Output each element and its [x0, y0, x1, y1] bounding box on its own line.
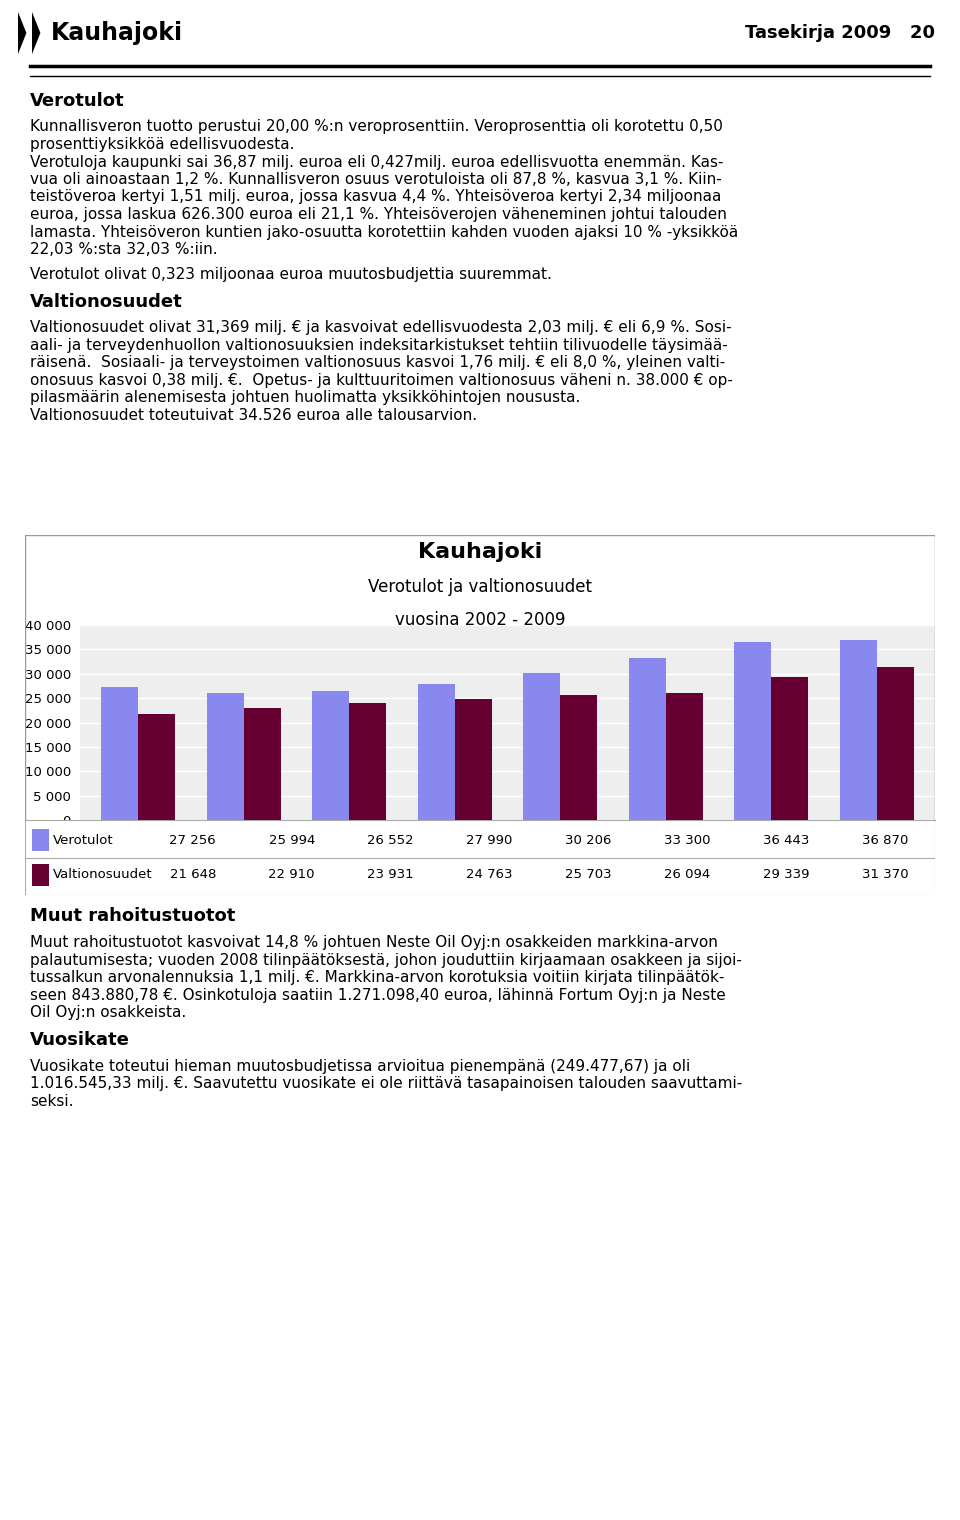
FancyBboxPatch shape: [25, 819, 935, 895]
Text: vua oli ainoastaan 1,2 %. Kunnallisveron osuus verotuloista oli 87,8 %, kasvua 3: vua oli ainoastaan 1,2 %. Kunnallisveron…: [30, 172, 722, 187]
Text: Vuosikate: Vuosikate: [30, 1031, 130, 1049]
Text: tussalkun arvonalennuksia 1,1 milj. €. Markkina-arvon korotuksia voitiin kirjata: tussalkun arvonalennuksia 1,1 milj. €. M…: [30, 970, 725, 985]
Text: 25 994: 25 994: [269, 834, 315, 847]
Text: 1.016.545,33 milj. €. Saavutettu vuosikate ei ole riittävä tasapainoisen taloude: 1.016.545,33 milj. €. Saavutettu vuosika…: [30, 1076, 742, 1091]
Text: Vuosikate toteutui hieman muutosbudjetissa arvioitua pienempänä (249.477,67) ja : Vuosikate toteutui hieman muutosbudjetis…: [30, 1058, 690, 1073]
Text: prosenttiyksikköä edellisvuodesta.: prosenttiyksikköä edellisvuodesta.: [30, 137, 295, 152]
Text: 26 094: 26 094: [664, 868, 710, 882]
Text: 27 256: 27 256: [170, 834, 216, 847]
Text: 26 552: 26 552: [368, 834, 414, 847]
Text: euroa, jossa laskua 626.300 euroa eli 21,1 %. Yhteisöverojen väheneminen johtui : euroa, jossa laskua 626.300 euroa eli 21…: [30, 207, 727, 222]
Text: 22 910: 22 910: [269, 868, 315, 882]
Text: palautumisesta; vuoden 2008 tilinpäätöksestä, johon jouduttiin kirjaamaan osakke: palautumisesta; vuoden 2008 tilinpäätöks…: [30, 953, 742, 968]
Bar: [734, 643, 772, 819]
Text: lamasta. Yhteisöveron kuntien jako-osuutta korotettiin kahden vuoden ajaksi 10 %: lamasta. Yhteisöveron kuntien jako-osuut…: [30, 225, 738, 240]
Polygon shape: [18, 12, 26, 55]
Text: 31 370: 31 370: [862, 868, 909, 882]
Text: 25 703: 25 703: [565, 868, 612, 882]
Text: 29 339: 29 339: [763, 868, 810, 882]
Bar: [101, 687, 138, 819]
Text: Verotulot olivat 0,323 miljoonaa euroa muutosbudjettia suuremmat.: Verotulot olivat 0,323 miljoonaa euroa m…: [30, 268, 552, 283]
Text: 23 931: 23 931: [368, 868, 414, 882]
Text: Muut rahoitustuotot kasvoivat 14,8 % johtuen Neste Oil Oyj:n osakkeiden markkina: Muut rahoitustuotot kasvoivat 14,8 % joh…: [30, 935, 718, 950]
Bar: [33, 863, 49, 886]
Text: vuosina 2002 - 2009: vuosina 2002 - 2009: [395, 611, 565, 629]
Text: Muut rahoitustuotot: Muut rahoitustuotot: [30, 907, 235, 926]
Text: Valtionosuudet toteutuivat 34.526 euroa alle talousarvion.: Valtionosuudet toteutuivat 34.526 euroa …: [30, 407, 477, 423]
Text: seen 843.880,78 €. Osinkotuloja saatiin 1.271.098,40 euroa, lähinnä Fortum Oyj:n: seen 843.880,78 €. Osinkotuloja saatiin …: [30, 988, 726, 1003]
Bar: [772, 676, 808, 819]
Text: 27 990: 27 990: [467, 834, 513, 847]
Bar: [666, 693, 703, 819]
Text: Verotuloja kaupunki sai 36,87 milj. euroa eli 0,427milj. euroa edellisvuotta ene: Verotuloja kaupunki sai 36,87 milj. euro…: [30, 155, 724, 170]
Text: Verotulot ja valtionosuudet: Verotulot ja valtionosuudet: [368, 578, 592, 596]
Text: Valtionosuudet: Valtionosuudet: [30, 293, 182, 312]
Text: 36 443: 36 443: [763, 834, 809, 847]
Text: Valtionosuudet olivat 31,369 milj. € ja kasvoivat edellisvuodesta 2,03 milj. € e: Valtionosuudet olivat 31,369 milj. € ja …: [30, 321, 732, 336]
Bar: [418, 684, 455, 819]
Text: teistöveroa kertyi 1,51 milj. euroa, jossa kasvua 4,4 %. Yhteisöveroa kertyi 2,3: teistöveroa kertyi 1,51 milj. euroa, jos…: [30, 190, 721, 205]
Bar: [244, 708, 280, 819]
Text: 22,03 %:sta 32,03 %:iin.: 22,03 %:sta 32,03 %:iin.: [30, 242, 218, 257]
Text: pilasmäärin alenemisesta johtuen huolimatta yksikköhintojen noususta.: pilasmäärin alenemisesta johtuen huolima…: [30, 391, 581, 406]
Text: räisenä.  Sosiaali- ja terveystoimen valtionosuus kasvoi 1,76 milj. € eli 8,0 %,: räisenä. Sosiaali- ja terveystoimen valt…: [30, 356, 725, 371]
Text: onosuus kasvoi 0,38 milj. €.  Opetus- ja kulttuuritoimen valtionosuus väheni n. : onosuus kasvoi 0,38 milj. €. Opetus- ja …: [30, 372, 732, 388]
Bar: [312, 690, 349, 819]
Text: 21 648: 21 648: [170, 868, 216, 882]
Bar: [840, 640, 876, 819]
Text: Kauhajoki: Kauhajoki: [51, 21, 183, 46]
Text: Valtionosuudet: Valtionosuudet: [53, 868, 153, 882]
Text: Kunnallisveron tuotto perustui 20,00 %:n veroprosenttiin. Veroprosenttia oli kor: Kunnallisveron tuotto perustui 20,00 %:n…: [30, 120, 723, 134]
Text: 36 870: 36 870: [862, 834, 909, 847]
Text: aali- ja terveydenhuollon valtionosuuksien indeksitarkistukset tehtiin tilivuode: aali- ja terveydenhuollon valtionosuuksi…: [30, 337, 728, 353]
Text: Tasekirja 2009   20: Tasekirja 2009 20: [745, 24, 935, 43]
Bar: [206, 693, 244, 819]
Text: Verotulot: Verotulot: [53, 834, 114, 847]
Text: seksi.: seksi.: [30, 1093, 74, 1108]
Bar: [349, 704, 386, 819]
Bar: [876, 667, 914, 819]
Bar: [138, 714, 175, 819]
Text: Verotulot: Verotulot: [30, 93, 125, 109]
Text: Oil Oyj:n osakkeista.: Oil Oyj:n osakkeista.: [30, 1005, 186, 1020]
Polygon shape: [32, 12, 40, 55]
Text: 33 300: 33 300: [664, 834, 710, 847]
Text: Kauhajoki: Kauhajoki: [418, 543, 542, 562]
Bar: [523, 673, 561, 819]
Bar: [455, 699, 492, 819]
Text: 24 763: 24 763: [467, 868, 513, 882]
Text: 30 206: 30 206: [565, 834, 612, 847]
Bar: [629, 658, 666, 819]
Bar: [33, 828, 49, 851]
Bar: [561, 695, 597, 819]
